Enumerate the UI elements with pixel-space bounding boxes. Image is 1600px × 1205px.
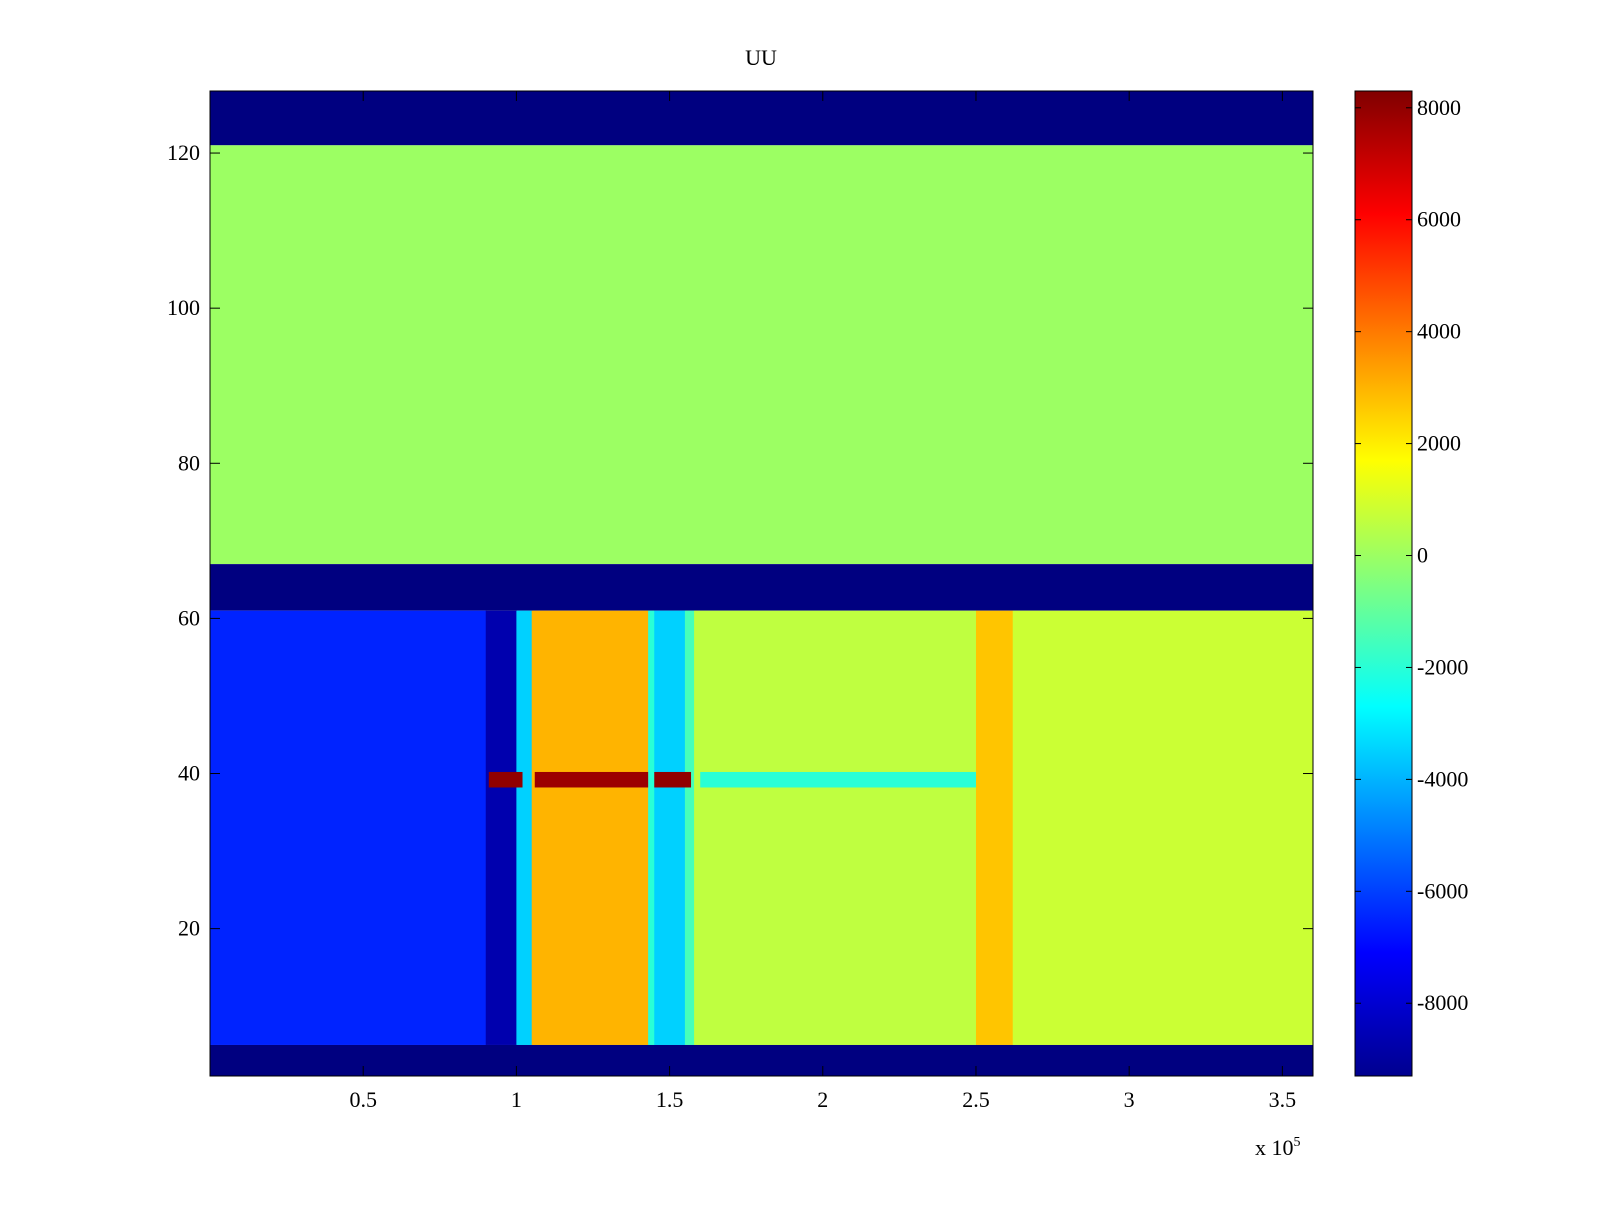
heatmap-cell (488, 771, 523, 788)
chart-title: UU (745, 45, 777, 70)
x-axis-multiplier: x 105 (1255, 1135, 1301, 1160)
y-tick-label: 120 (167, 140, 200, 165)
heatmap-cell (210, 610, 487, 1045)
colorbar-tick-label: -6000 (1417, 878, 1468, 903)
heatmap-band (210, 91, 1313, 146)
heatmap-cell (531, 610, 649, 1045)
x-tick-label: 1 (511, 1087, 522, 1112)
heatmap-band (210, 145, 1313, 565)
y-tick-label: 80 (178, 450, 200, 475)
x-tick-label: 1.5 (656, 1087, 684, 1112)
y-tick-label: 20 (178, 916, 200, 941)
plot-frame (209, 90, 1314, 1077)
heatmap-cell (485, 610, 517, 1045)
colorbar (1354, 90, 1413, 1077)
x-axis: 0.5 1 1.5 2 2.5 3 3.5 (349, 91, 1296, 1112)
y-tick-label: 40 (178, 761, 200, 786)
heatmap-cell (648, 610, 655, 1045)
colorbar-tick-label: 6000 (1417, 207, 1461, 232)
heatmap-cell (700, 771, 976, 788)
x-tick-label: 2.5 (962, 1087, 990, 1112)
colorbar-tick-label: -2000 (1417, 654, 1468, 679)
heatmap-band (210, 1044, 1313, 1076)
y-tick-label: 60 (178, 605, 200, 630)
x-tick-label: 3.5 (1269, 1087, 1297, 1112)
colorbar-tick-label: 0 (1417, 543, 1428, 568)
x-axis-multiplier-exponent: 5 (1294, 1135, 1301, 1150)
heatmap-cells (210, 91, 1313, 1076)
colorbar-tick-label: -8000 (1417, 990, 1468, 1015)
colorbar-axis: 8000 6000 4000 2000 0 -2000 -4000 -6000 -8000 (1355, 95, 1468, 1015)
x-axis-multiplier-base: x 10 (1255, 1135, 1294, 1160)
colorbar-tick-label: 8000 (1417, 95, 1461, 120)
heatmap-cell (1012, 610, 1313, 1045)
colorbar-tick-label: 4000 (1417, 319, 1461, 344)
heatmap-cell (694, 610, 977, 1045)
colorbar-tick-label: 2000 (1417, 431, 1461, 456)
colorbar-tick-label: -4000 (1417, 766, 1468, 791)
heatmap-cell (654, 771, 692, 788)
x-tick-label: 3 (1124, 1087, 1135, 1112)
x-tick-label: 0.5 (349, 1087, 377, 1112)
heatmap-cell (516, 610, 533, 1045)
y-axis: 20 40 60 80 100 120 (167, 140, 1313, 941)
heatmap-cell (534, 771, 649, 788)
y-tick-label: 100 (167, 295, 200, 320)
heatmap-cell (975, 610, 1014, 1045)
heatmap-cell (654, 610, 686, 1045)
heatmap-band (210, 564, 1313, 611)
x-tick-label: 2 (817, 1087, 828, 1112)
heatmap-cell (684, 610, 695, 1045)
